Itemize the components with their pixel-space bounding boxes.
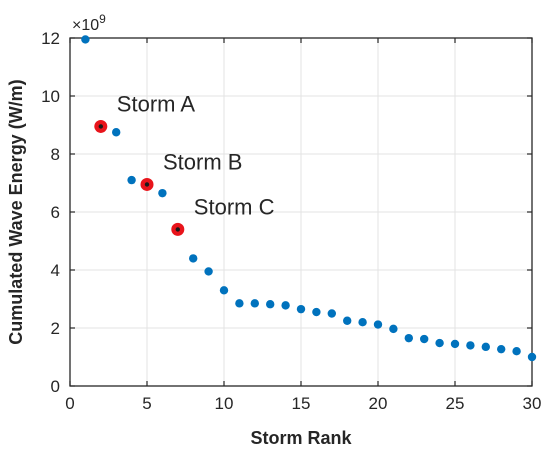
y-tick-label: 8: [51, 145, 60, 164]
y-axis-multiplier: ×109: [72, 12, 106, 34]
storm-annotation: Storm A: [117, 91, 196, 116]
data-point: [466, 341, 475, 350]
data-point: [327, 309, 336, 318]
data-point: [296, 304, 306, 314]
x-tick-label: 20: [369, 394, 388, 413]
data-point: [497, 344, 506, 354]
x-axis-label: Storm Rank: [250, 428, 352, 448]
x-tick-label: 10: [215, 394, 234, 413]
y-tick-label: 10: [41, 87, 60, 106]
data-point: [312, 307, 321, 317]
highlighted-point-center: [175, 227, 180, 232]
data-points: [81, 35, 537, 362]
grid: [69, 37, 533, 387]
storm-annotation: Storm C: [194, 194, 275, 219]
data-point: [281, 301, 290, 310]
data-point: [358, 318, 367, 327]
highlighted-point-center: [98, 124, 104, 129]
data-point: [450, 339, 460, 349]
x-tick-label: 25: [446, 394, 465, 413]
data-point: [250, 299, 259, 308]
y-tick-label: 6: [51, 203, 60, 222]
data-point: [527, 352, 537, 362]
data-point: [112, 128, 121, 137]
y-tick-label: 2: [51, 319, 60, 338]
data-point: [481, 342, 490, 352]
x-tick-label: 0: [65, 394, 74, 413]
axis-ticks: 0 5 10 15 20 25 30 0 2 4 6 8 10 12: [41, 29, 541, 413]
data-point: [189, 254, 198, 263]
data-point: [204, 267, 213, 276]
y-tick-label: 12: [41, 29, 60, 48]
highlighted-point-center: [144, 182, 150, 187]
y-axis-label: Cumulated Wave Energy (W/m): [6, 79, 26, 344]
x-tick-label: 15: [292, 394, 311, 413]
data-point: [389, 324, 398, 334]
data-point: [512, 347, 521, 356]
data-point: [158, 188, 167, 198]
storm-annotation: Storm B: [163, 149, 242, 174]
x-tick-label: 5: [142, 394, 151, 413]
data-point: [266, 300, 275, 309]
annotations: Storm A Storm B Storm C: [117, 91, 275, 219]
data-point: [420, 334, 429, 344]
data-point: [81, 35, 90, 44]
data-point: [219, 286, 229, 295]
data-point: [343, 316, 352, 325]
data-point: [373, 320, 383, 329]
data-point: [235, 299, 244, 308]
data-point: [127, 175, 136, 185]
y-tick-label: 4: [51, 261, 60, 280]
data-point: [435, 338, 444, 348]
y-tick-label: 0: [51, 377, 60, 396]
x-tick-label: 30: [523, 394, 542, 413]
data-point: [404, 333, 413, 343]
